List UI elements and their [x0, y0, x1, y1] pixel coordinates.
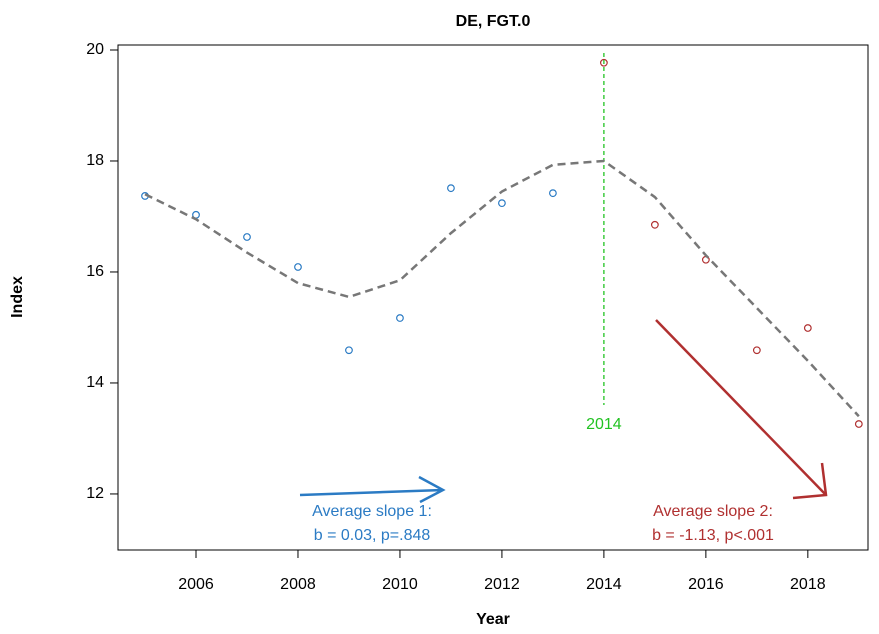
data-point: [549, 189, 557, 198]
data-point: [854, 420, 863, 428]
data-point: [803, 324, 812, 332]
data-point: [243, 233, 251, 241]
data-point: [599, 58, 608, 67]
x-tick-label: 2016: [688, 576, 724, 593]
slope-annotation: Average slope 1:: [312, 503, 432, 520]
x-tick-label: 2014: [586, 576, 622, 593]
y-tick-label: 14: [86, 374, 104, 391]
y-axis-label: Index: [9, 276, 26, 318]
slope-arrow-2: [655, 319, 828, 500]
y-tick-label: 16: [86, 263, 104, 280]
data-point: [752, 346, 761, 355]
data-point: [498, 199, 506, 208]
x-tick-label: 2010: [382, 576, 418, 593]
x-tick-label: 2018: [790, 576, 826, 593]
y-tick-label: 18: [86, 152, 104, 169]
data-point: [345, 346, 353, 355]
x-tick-label: 2012: [484, 576, 520, 593]
x-axis-label: Year: [476, 611, 510, 628]
chart-title: DE, FGT.0: [456, 13, 531, 30]
data-point: [447, 184, 455, 193]
x-tick-label: 2008: [280, 576, 316, 593]
slope-annotation: b = 0.03, p=.848: [314, 527, 431, 544]
slope-annotation: b = -1.13, p<.001: [652, 527, 774, 544]
data-point: [396, 314, 404, 322]
slope-annotation: Average slope 2:: [653, 503, 773, 520]
x-tick-label: 2006: [178, 576, 214, 593]
y-tick-label: 20: [86, 41, 104, 58]
trend-line: [144, 159, 860, 418]
break-label: 2014: [586, 416, 622, 433]
y-tick-label: 12: [86, 485, 104, 502]
slope-arrow-1: [299, 475, 446, 504]
data-point: [294, 263, 302, 271]
plot-frame: [117, 44, 869, 551]
data-point: [650, 220, 659, 229]
